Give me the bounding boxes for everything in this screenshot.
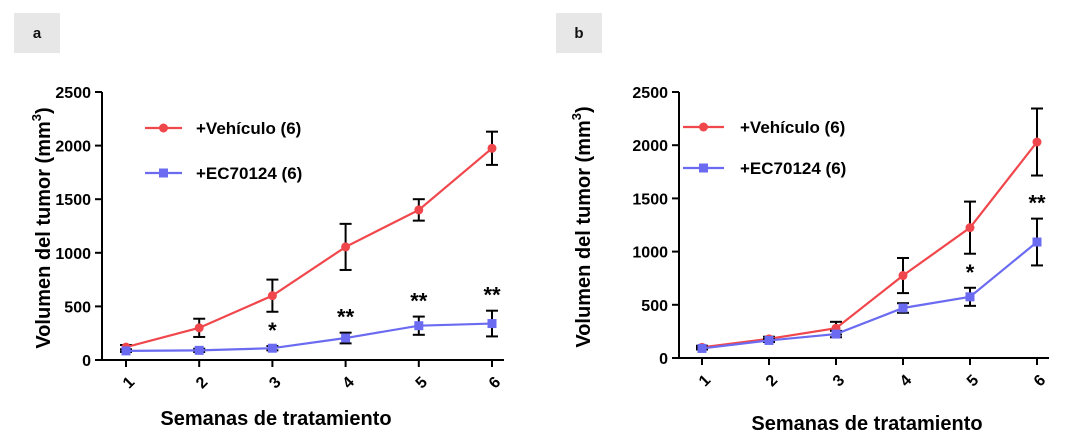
data-point-ec70124-b (898, 303, 908, 313)
y-tick-label-a: 500 (64, 299, 91, 316)
data-point-ec70124-a (194, 345, 204, 355)
legend-marker-ec70124-b (699, 163, 708, 173)
data-point-vehiculo-a (194, 323, 204, 333)
series-line-ec70124-a (125, 322, 493, 352)
y-tick-label-a: 1000 (55, 246, 91, 263)
x-tick-label-a: 5 (413, 374, 431, 392)
legend-label-ec70124-a: +EC70124 (6) (196, 164, 302, 183)
significance-marker-a: * (268, 318, 277, 343)
data-point-vehiculo-a (487, 143, 497, 153)
chart-b: 0 500 1000 1500 2000 2500 1 2 3 4 5 6 Semanas de tra… (569, 85, 1049, 435)
y-tick-label-b: 500 (641, 298, 668, 315)
y-tick-label-b: 1500 (632, 191, 668, 208)
x-tick-label-b: 5 (964, 372, 982, 390)
legend-label-vehiculo-a: +Vehículo (6) (196, 119, 301, 138)
series-line-vehiculo-b (701, 141, 1038, 349)
y-tick-label-b: 2500 (632, 85, 668, 102)
legend-marker-ec70124-a (159, 168, 168, 178)
x-tick-label-a: 2 (193, 374, 211, 392)
data-point-ec70124-b (965, 292, 975, 302)
x-tick-label-b: 4 (897, 372, 915, 390)
data-point-ec70124-b (697, 343, 707, 353)
data-point-vehiculo-b (1032, 137, 1042, 147)
series-line-ec70124-b (701, 241, 1038, 350)
y-tick-label-b: 2000 (632, 138, 668, 155)
y-axis-title-b: Volumen del tumor (mm3) (569, 106, 595, 347)
data-point-ec70124-a (121, 346, 131, 356)
data-point-ec70124-b (831, 329, 841, 339)
y-tick-label-b: 0 (659, 351, 668, 368)
significance-marker-a: ** (337, 305, 355, 330)
data-point-vehiculo-b (898, 271, 908, 281)
y-tick-label-b: 1000 (632, 245, 668, 262)
data-point-ec70124-b (1032, 237, 1042, 247)
data-point-vehiculo-a (414, 205, 424, 215)
data-point-ec70124-a (267, 343, 277, 353)
y-tick-label-a: 0 (82, 353, 91, 370)
x-axis-title-b: Semanas de tratamiento (751, 413, 982, 435)
data-point-ec70124-a (487, 319, 497, 329)
data-point-ec70124-b (764, 335, 774, 345)
y-tick-label-a: 1500 (55, 192, 91, 209)
panel-label-b: b (556, 13, 602, 53)
x-tick-label-b: 6 (1031, 372, 1049, 390)
data-point-ec70124-a (341, 333, 351, 343)
significance-marker-b: * (966, 260, 975, 285)
significance-marker-a: ** (410, 289, 428, 314)
data-point-ec70124-a (414, 321, 424, 331)
y-tick-label-a: 2000 (55, 139, 91, 156)
x-tick-label-a: 1 (120, 374, 138, 392)
x-axis-title-a: Semanas de tratamiento (160, 408, 391, 430)
series-line-vehiculo-a (125, 147, 493, 349)
significance-marker-a: ** (483, 283, 501, 308)
x-tick-label-b: 2 (763, 372, 781, 390)
x-tick-label-b: 3 (830, 372, 848, 390)
legend-marker-vehiculo-b (699, 122, 708, 132)
legend-label-vehiculo-b: +Vehículo (6) (740, 118, 845, 137)
legend-marker-vehiculo-a (159, 123, 168, 133)
x-tick-label-a: 6 (486, 374, 504, 392)
x-tick-label-b: 1 (696, 372, 714, 390)
y-axis-title-a: Volumen del tumor (mm3) (29, 107, 55, 348)
x-tick-label-a: 4 (340, 374, 358, 392)
data-point-vehiculo-b (965, 223, 975, 233)
data-point-vehiculo-a (267, 291, 277, 301)
legend-label-ec70124-b: +EC70124 (6) (740, 159, 846, 178)
data-point-vehiculo-a (341, 242, 351, 252)
x-tick-label-a: 3 (266, 374, 284, 392)
y-tick-label-a: 2500 (55, 85, 91, 102)
significance-marker-b: ** (1028, 191, 1046, 216)
chart-a: 0 500 1000 1500 2000 2500 1 2 3 4 5 6 Semanas de tra… (29, 85, 504, 430)
panel-label-a: a (14, 13, 60, 53)
